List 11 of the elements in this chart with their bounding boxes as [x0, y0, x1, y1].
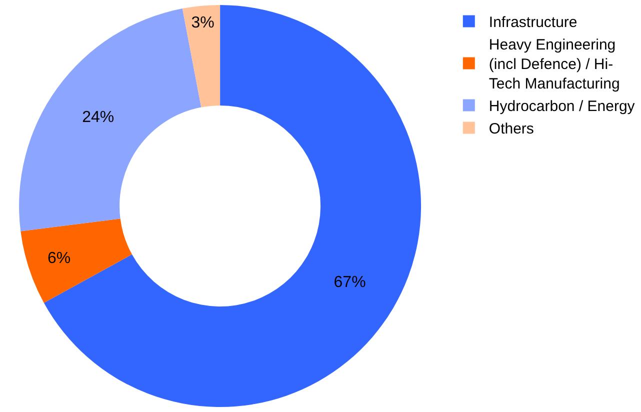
legend-label: Infrastructure [488, 14, 578, 32]
legend-label: Heavy Engineering (incl Defence) / Hi-Tech Manufacturing [488, 36, 620, 93]
data-label: 24% [82, 108, 114, 126]
legend-label: Hydrocarbon / Energy [488, 98, 636, 116]
legend-label: Others [488, 120, 534, 138]
data-label: 67% [334, 274, 366, 292]
data-label: 3% [191, 14, 214, 32]
donut-slice [182, 5, 220, 108]
data-label: 6% [47, 250, 71, 267]
donut-slice [44, 5, 421, 407]
donut-slice [20, 218, 132, 303]
